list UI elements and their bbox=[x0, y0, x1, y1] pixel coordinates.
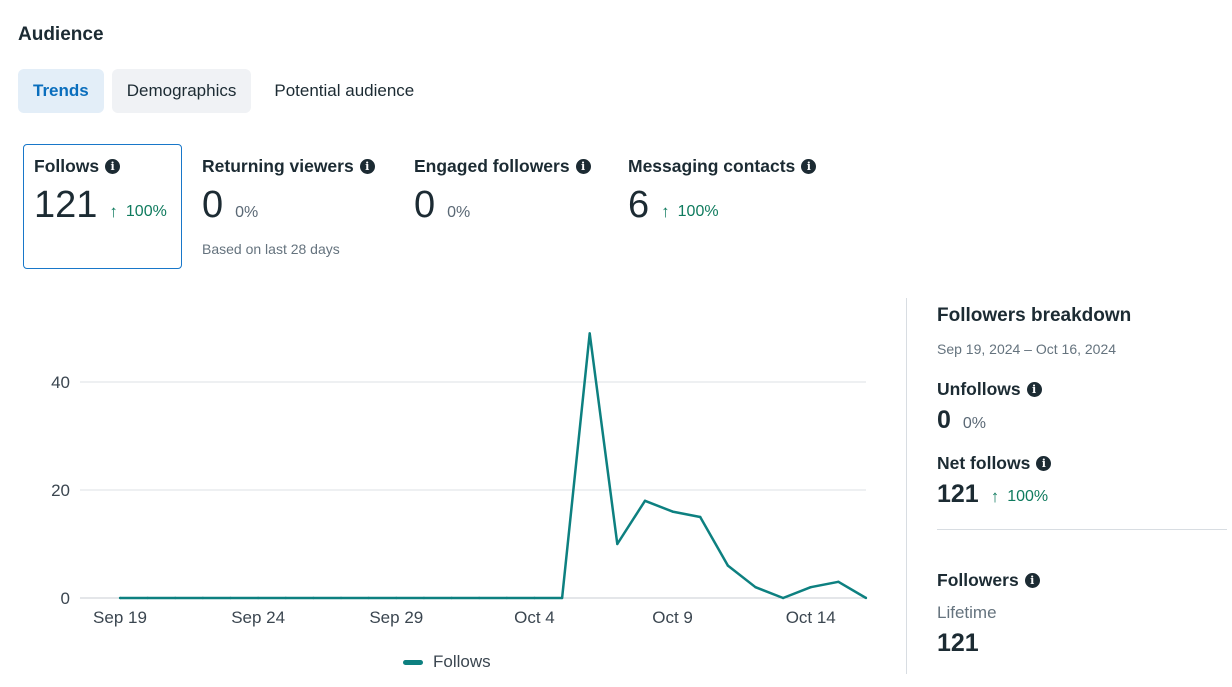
metric-change: 0% bbox=[447, 204, 471, 221]
net-follows-value: 121 bbox=[937, 480, 979, 508]
metric-label: Follows bbox=[34, 156, 100, 176]
page-title: Audience bbox=[18, 24, 104, 45]
followers-sublabel: Lifetime bbox=[937, 603, 997, 622]
metric-label: Messaging contacts bbox=[628, 156, 796, 176]
data-point bbox=[367, 596, 370, 600]
arrow-up-icon: ↑ bbox=[661, 202, 670, 221]
data-point bbox=[533, 596, 536, 600]
info-icon[interactable]: i bbox=[1036, 456, 1052, 471]
data-point bbox=[118, 596, 122, 600]
x-tick-label: Oct 9 bbox=[652, 608, 693, 627]
data-point bbox=[699, 515, 702, 519]
info-icon[interactable]: i bbox=[1024, 573, 1040, 588]
followers-block: Followers i Lifetime 121 bbox=[937, 570, 1232, 658]
data-point bbox=[837, 580, 840, 583]
metric-value: 121 bbox=[34, 184, 98, 226]
legend-swatch bbox=[403, 659, 423, 665]
data-point bbox=[726, 564, 730, 567]
data-point bbox=[643, 499, 647, 502]
x-tick-label: Oct 14 bbox=[786, 608, 836, 627]
arrow-up-icon: ↑ bbox=[109, 202, 118, 221]
info-icon[interactable]: i bbox=[105, 159, 121, 174]
metric-card-engaged-followers[interactable]: Engaged followers i 0 0% bbox=[414, 144, 614, 269]
x-tick-label: Sep 29 bbox=[369, 608, 423, 627]
data-point bbox=[395, 596, 398, 600]
tab-potential-audience[interactable]: Potential audience bbox=[274, 81, 415, 100]
followers-label: Followers bbox=[937, 570, 1019, 590]
metric-value: 6 bbox=[628, 184, 650, 226]
data-point bbox=[312, 596, 315, 600]
net-follows-block: Net follows i 121 ↑ 100% bbox=[937, 453, 1232, 509]
data-point bbox=[505, 596, 509, 600]
unfollows-value: 0 bbox=[937, 406, 951, 434]
metric-card-returning-viewers[interactable]: Returning viewers i 0 0% Based on last 2… bbox=[202, 144, 402, 269]
data-point bbox=[174, 596, 177, 600]
tab-trends[interactable]: Trends bbox=[18, 69, 104, 113]
data-point bbox=[201, 596, 205, 600]
metric-value: 0 bbox=[414, 184, 436, 226]
metric-change: 0% bbox=[235, 204, 259, 221]
data-point bbox=[477, 596, 481, 600]
unfollows-change: 0% bbox=[962, 415, 987, 432]
y-tick-label: 20 bbox=[51, 481, 70, 500]
data-point bbox=[560, 596, 564, 600]
data-point bbox=[284, 596, 287, 600]
data-point bbox=[864, 596, 868, 600]
metric-change: 100% bbox=[677, 203, 719, 220]
data-point bbox=[754, 586, 757, 589]
data-point bbox=[809, 586, 812, 589]
follows-chart: 0 20 40 Sep 19 Sep 24 Sep 29 Oct 4 Oct 9 Oct 14 bbox=[0, 290, 900, 682]
metric-change: 100% bbox=[125, 203, 167, 220]
breakdown-title: Followers breakdown bbox=[937, 305, 1132, 326]
metric-card-follows[interactable]: Follows i 121 ↑ 100% bbox=[23, 144, 182, 269]
legend-label: Follows bbox=[433, 652, 491, 671]
unfollows-block: Unfollows i 0 0% bbox=[937, 379, 1232, 435]
divider bbox=[906, 298, 907, 674]
follows-line-chart: 0 20 40 Sep 19 Sep 24 Sep 29 Oct 4 Oct 9 Oct 14 bbox=[51, 332, 868, 627]
tab-demographics[interactable]: Demographics bbox=[111, 69, 252, 113]
chart-legend[interactable]: Follows bbox=[403, 652, 491, 672]
data-point bbox=[588, 332, 591, 335]
data-point bbox=[450, 596, 453, 600]
net-follows-label: Net follows bbox=[937, 453, 1031, 473]
y-tick-label: 40 bbox=[51, 373, 70, 392]
info-icon[interactable]: i bbox=[575, 159, 591, 174]
data-point bbox=[256, 596, 260, 600]
data-point bbox=[422, 596, 426, 600]
info-icon[interactable]: i bbox=[1026, 382, 1042, 397]
x-tick-label: Sep 19 bbox=[93, 608, 147, 627]
data-point bbox=[146, 596, 149, 600]
data-point bbox=[671, 510, 674, 513]
data-point bbox=[339, 596, 343, 600]
followers-breakdown-panel: Followers breakdown Sep 19, 2024 – Oct 1… bbox=[937, 305, 1232, 658]
followers-value: 121 bbox=[937, 629, 979, 657]
breakdown-date-range: Sep 19, 2024 – Oct 16, 2024 bbox=[937, 341, 1117, 357]
metric-value: 0 bbox=[202, 184, 224, 226]
x-tick-label: Sep 24 bbox=[231, 608, 285, 627]
x-tick-label: Oct 4 bbox=[514, 608, 555, 627]
divider bbox=[937, 529, 1227, 530]
metric-label: Engaged followers bbox=[414, 156, 570, 176]
net-follows-change: 100% bbox=[1007, 488, 1049, 505]
unfollows-label: Unfollows bbox=[937, 379, 1021, 399]
data-point bbox=[616, 542, 619, 546]
metric-label: Returning viewers bbox=[202, 156, 354, 176]
tab-bar: Trends Demographics Potential audience bbox=[18, 69, 429, 113]
data-point bbox=[229, 596, 232, 600]
metric-card-messaging-contacts[interactable]: Messaging contacts i 6 ↑ 100% bbox=[628, 144, 848, 269]
series-line-follows bbox=[120, 332, 867, 600]
y-tick-label: 0 bbox=[61, 589, 70, 608]
info-icon[interactable]: i bbox=[359, 159, 375, 174]
arrow-up-icon: ↑ bbox=[990, 487, 1000, 506]
info-icon[interactable]: i bbox=[801, 159, 817, 174]
metric-note: Based on last 28 days bbox=[202, 241, 340, 257]
data-point bbox=[781, 596, 785, 600]
